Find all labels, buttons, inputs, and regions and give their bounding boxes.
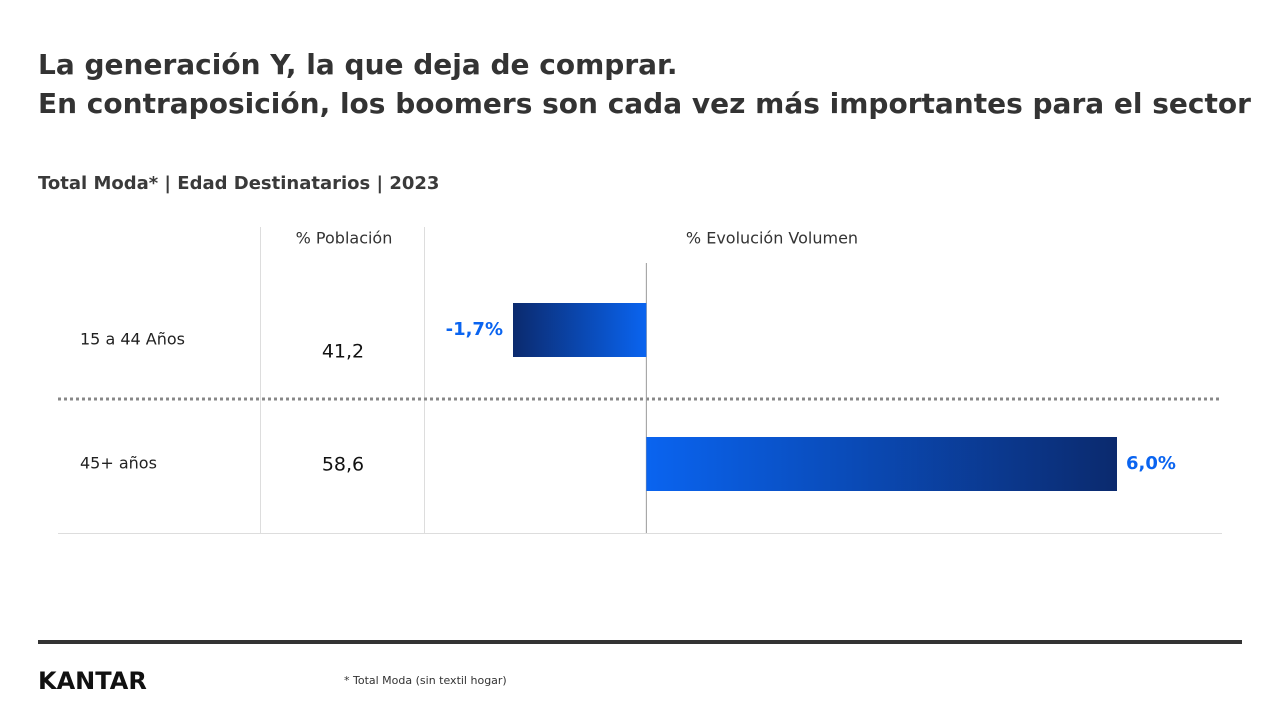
category-label: 15 a 44 Años [80,330,185,349]
title-line: En contraposición, los boomers son cada … [38,87,1251,120]
population-value: 41,2 [322,341,364,363]
bar [513,303,647,357]
column-header: % Evolución Volumen [686,229,858,248]
column-header: % Población [296,229,393,248]
population-value: 58,6 [322,454,364,476]
title-line: La generación Y, la que deja de comprar. [38,48,678,81]
value-label: 6,0% [1126,453,1176,474]
logo: KANTAR [38,667,147,695]
category-label: 45+ años [80,454,157,473]
value-label: -1,7% [446,319,503,340]
footnote: * Total Moda (sin textil hogar) [344,674,507,687]
bar [646,437,1117,491]
subtitle: Total Moda* | Edad Destinatarios | 2023 [38,173,439,194]
